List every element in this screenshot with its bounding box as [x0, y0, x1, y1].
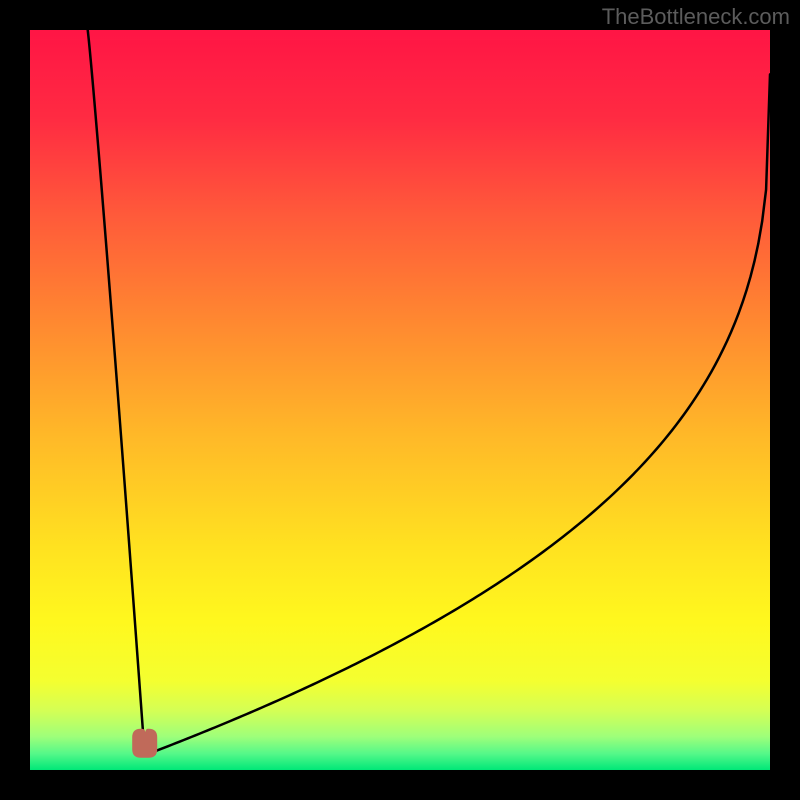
figure-stage: TheBottleneck.com — [0, 0, 800, 800]
attribution-text: TheBottleneck.com — [602, 4, 790, 30]
plot-background — [30, 30, 770, 770]
dip-marker — [133, 729, 157, 757]
bottleneck-chart — [0, 0, 800, 800]
